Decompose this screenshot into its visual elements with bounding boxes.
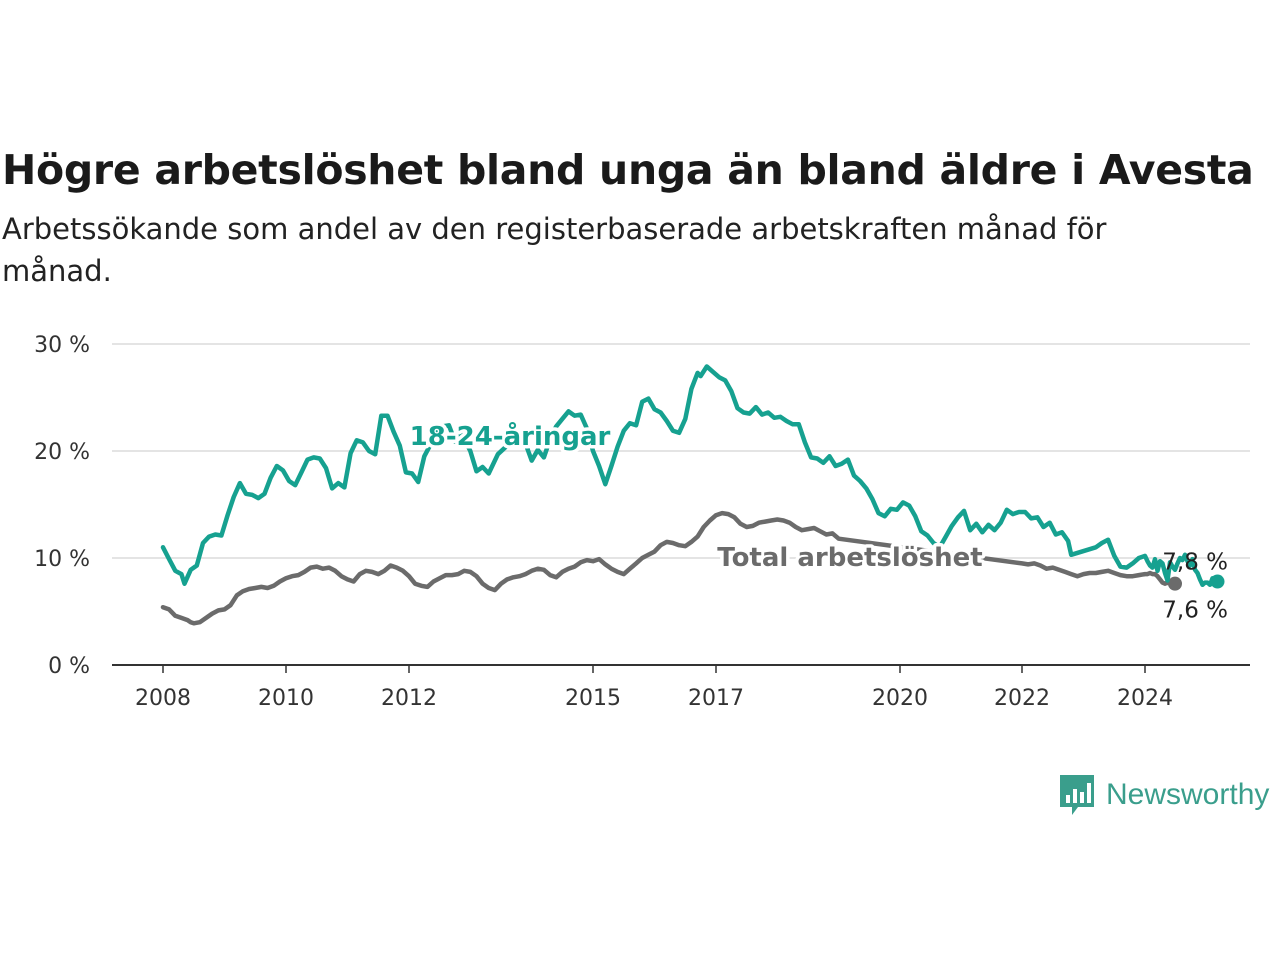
- y-tick-label: 0 %: [48, 654, 90, 679]
- series-labels: 7,6 % 7,8 % 18-24-åringar Total arbetslöshe…: [406, 417, 1228, 624]
- x-tick-label: 2012: [381, 686, 437, 711]
- x-tick-label: 2010: [258, 686, 314, 711]
- brand-logo: Newsworthy: [1058, 773, 1269, 817]
- series-name-label: 18-24-åringar: [410, 420, 611, 452]
- x-tick-label: 2008: [135, 686, 191, 711]
- series-lines: [160, 364, 1225, 626]
- x-tick-label: 2015: [565, 686, 621, 711]
- grid-lines: [112, 343, 1250, 559]
- series-end-point: [1168, 576, 1182, 591]
- y-axis-ticks: 0 % 10 % 20 % 30 %: [34, 333, 90, 679]
- series-line: [160, 364, 1220, 588]
- x-tick-label: 2024: [1117, 686, 1173, 711]
- series-line: [160, 510, 1178, 626]
- brand-name: Newsworthy: [1106, 778, 1270, 811]
- series-end-point: [1210, 574, 1225, 589]
- chart-title: Högre arbetslöshet bland unga än bland ä…: [2, 146, 1254, 194]
- series-name-label: Total arbetslöshet: [717, 543, 982, 573]
- series-end-label: 7,8 %: [1162, 550, 1228, 576]
- y-tick-label: 10 %: [34, 547, 90, 572]
- y-tick-label: 30 %: [34, 333, 90, 358]
- x-axis-ticks: 2008 2010 2012 2015 2017 2020 2022 2024: [135, 665, 1173, 711]
- x-tick-label: 2022: [994, 686, 1050, 711]
- x-tick-label: 2020: [872, 686, 928, 711]
- line-chart: 0 % 10 % 20 % 30 % 7,6 % 7,8 % 18-24-åringar T…: [34, 333, 1250, 711]
- bar-chart-speech-bubble-icon: [1060, 775, 1094, 815]
- series-end-label: 7,6 %: [1162, 598, 1228, 624]
- x-tick-label: 2017: [688, 686, 744, 711]
- y-tick-label: 20 %: [34, 440, 90, 465]
- chart-subtitle: Arbetssökande som andel av den registerb…: [2, 212, 1107, 288]
